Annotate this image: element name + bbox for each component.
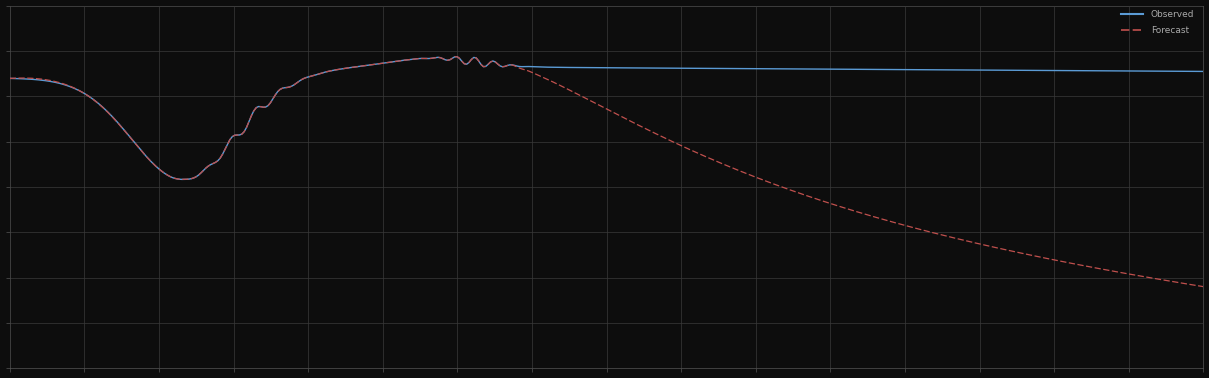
Legend: Observed, Forecast: Observed, Forecast [1117, 6, 1198, 39]
